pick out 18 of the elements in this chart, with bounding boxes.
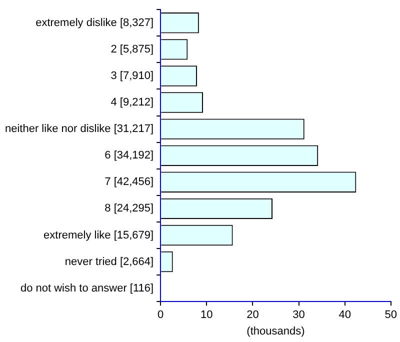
y-tick-label: 8 [24,295] xyxy=(104,202,154,215)
y-tick-label: never tried [2,664] xyxy=(64,256,154,268)
x-tick-label: 40 xyxy=(338,309,351,322)
x-tick-label: 10 xyxy=(200,309,213,322)
y-tick-label: do not wish to answer [116] xyxy=(20,282,154,294)
y-tick-label: 4 [9,212] xyxy=(110,96,154,109)
x-tick-label: 0 xyxy=(158,309,164,322)
y-tick-label: 7 [42,456] xyxy=(104,176,154,188)
x-tick-label: 30 xyxy=(292,309,305,322)
x-tick-label: 50 xyxy=(384,309,398,322)
y-tick-label: extremely like [15,679] xyxy=(44,229,154,242)
x-tick-label: 20 xyxy=(246,309,259,322)
y-tick-label: 3 [7,910] xyxy=(110,70,154,82)
y-tick-label: neither like nor dislike [31,217] xyxy=(4,123,154,136)
y-tick-label: 2 [5,875] xyxy=(110,43,154,56)
y-tick-label: 6 [34,192] xyxy=(104,150,154,162)
y-tick-label: extremely dislike [8,327] xyxy=(36,16,154,29)
x-axis-title: (thousands) xyxy=(246,325,305,338)
